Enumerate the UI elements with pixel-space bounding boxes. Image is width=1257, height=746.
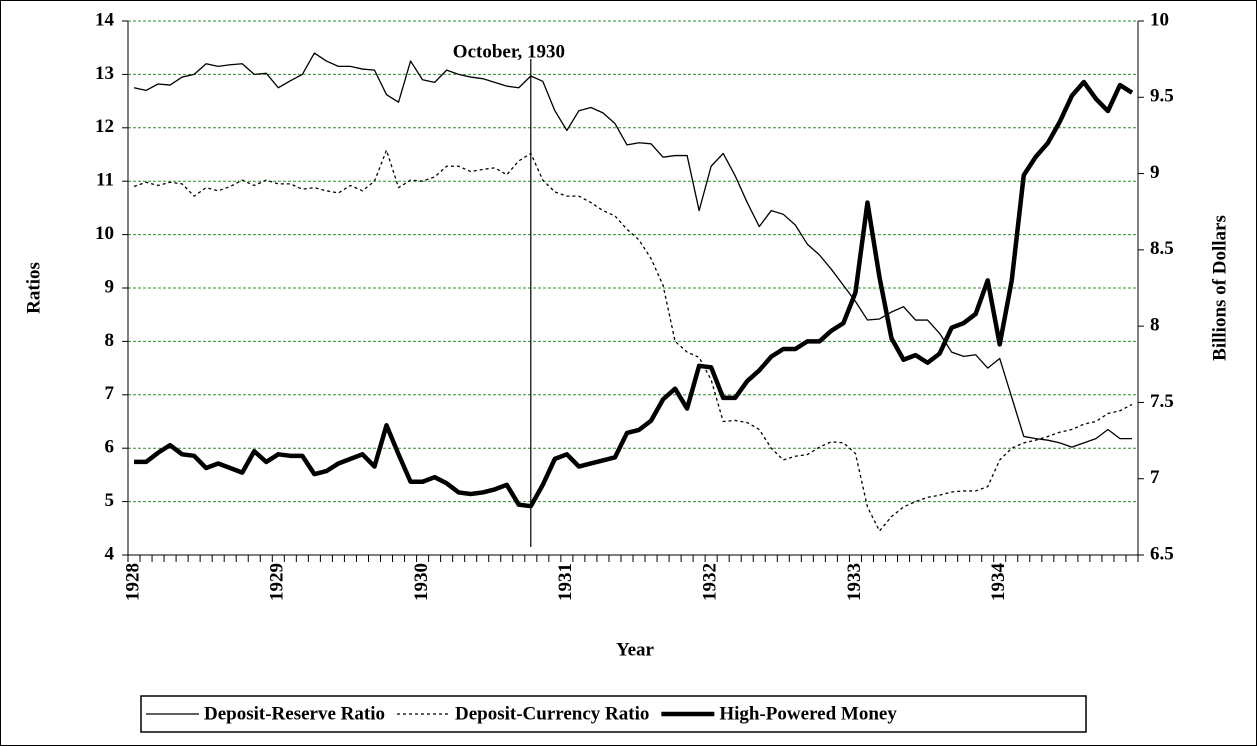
y-tick-label: 4 [105,543,115,564]
y-tick-label: 14 [95,9,115,30]
y-tick-label: 11 [96,170,114,191]
series-line [134,79,1134,509]
series-line [133,52,1132,448]
legend-label: High-Powered Money [719,703,897,724]
x-tick-label: 1934 [988,563,1009,602]
series-line [133,149,1133,532]
y-tick-label: 8 [105,330,115,351]
y2-tick-label: 7 [1150,467,1160,488]
annotation: October, 1930 [453,41,565,62]
x-tick-label: 1931 [555,563,576,601]
y2-tick-label: 6.5 [1150,543,1174,564]
y2-tick-label: 8 [1150,315,1160,336]
x-tick-label: 1932 [700,563,721,601]
legend-label: Deposit-Reserve Ratio [204,703,385,724]
y2-tick-label: 9 [1150,162,1160,183]
y2-tick-label: 10 [1150,9,1169,30]
x-tick-label: 1929 [267,563,288,601]
y-tick-label: 10 [95,223,114,244]
legend-label: Deposit-Currency Ratio [455,703,649,724]
x-axis-label: Year [616,639,655,660]
y2-tick-label: 9.5 [1150,86,1174,107]
y-tick-label: 12 [95,116,114,137]
x-tick-label: 1933 [844,563,865,601]
y-tick-label: 9 [105,276,115,297]
y-tick-label: 13 [95,63,114,84]
y-tick-label: 6 [105,437,115,458]
x-tick-label: 1928 [122,563,143,601]
legend-box [140,695,1087,733]
y2-tick-label: 8.5 [1150,238,1174,259]
x-tick-label: 1930 [411,563,432,601]
y-tick-label: 5 [105,490,115,511]
y2-axis-label: Billions of Dollars [1209,215,1230,361]
y2-tick-label: 7.5 [1150,391,1174,412]
y-tick-label: 7 [105,383,115,404]
y-axis-label: Ratios [23,262,44,314]
